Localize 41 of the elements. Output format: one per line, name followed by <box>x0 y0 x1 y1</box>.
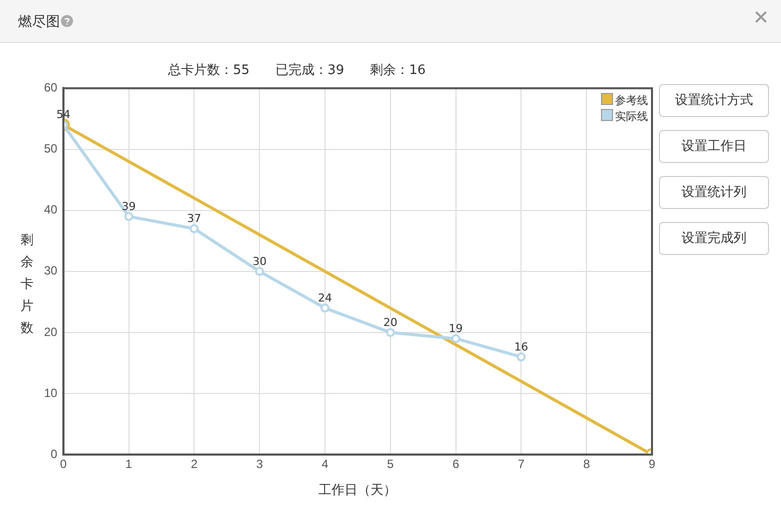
point <box>255 266 264 276</box>
data-label: 37 <box>187 212 202 226</box>
x-tick-label: 7 <box>518 457 525 472</box>
x-tick-label: 6 <box>452 457 460 472</box>
point <box>124 212 134 221</box>
point <box>320 304 330 313</box>
text: 设置统计方式 <box>659 84 769 117</box>
x-tick-label: 8 <box>583 457 590 472</box>
text: 设置工作日 <box>659 130 769 163</box>
x-tick-label: 9 <box>648 457 656 472</box>
data-label: 30 <box>252 254 267 268</box>
data-label: 39 <box>122 200 136 213</box>
x-tick-label: 5 <box>387 457 394 472</box>
y-tick-label: 30 <box>44 264 58 278</box>
y-tick-label: 60 <box>44 80 58 95</box>
text: 设置完成列 <box>659 222 769 255</box>
point <box>451 334 460 344</box>
x-tick-label: 3 <box>256 457 264 472</box>
y-tick-label: 20 <box>44 324 58 339</box>
point <box>386 328 395 337</box>
y-tick-label: 50 <box>44 142 58 156</box>
legend-label: 实际线 <box>614 109 648 126</box>
point <box>190 224 199 234</box>
data-label: 20 <box>383 316 398 329</box>
y-tick-label: 10 <box>44 386 58 400</box>
data-label: 16 <box>514 340 528 354</box>
x-tick-label: 4 <box>322 457 329 472</box>
x-tick-label: 1 <box>125 457 132 472</box>
x-axis-title: 工作日（天） <box>318 482 397 499</box>
text: 设置统计列 <box>659 176 769 209</box>
data-label: 24 <box>318 291 332 304</box>
legend-label: 参考线 <box>614 93 648 110</box>
point <box>516 352 526 362</box>
y-axis-title: 剩余卡片数 <box>20 232 34 338</box>
y-tick-label: 40 <box>44 202 58 217</box>
x-tick-label: 0 <box>60 457 68 472</box>
data-label: 19 <box>448 322 463 335</box>
y-tick-label: 0 <box>50 446 58 461</box>
x-tick-label: 2 <box>190 457 198 472</box>
chart-title: 燃尽图 <box>18 14 60 30</box>
chart-subtitle: 总卡片数：55 已完成：39 剩余：16 <box>168 62 426 79</box>
